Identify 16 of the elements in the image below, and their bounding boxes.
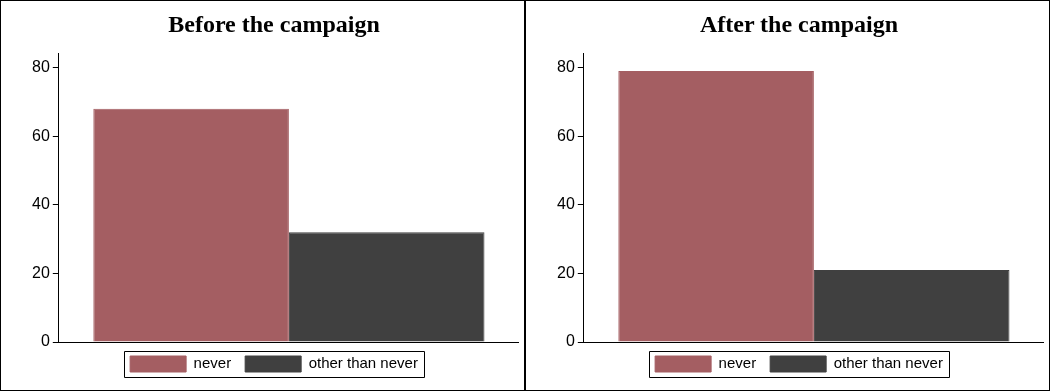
y-tick-label: 60 — [32, 126, 50, 144]
legend-label: never — [718, 354, 757, 372]
y-tick-label: 0 — [565, 332, 575, 350]
legend-label: other than never — [833, 354, 943, 372]
y-tick-label: 40 — [32, 195, 50, 213]
legend-label: never — [193, 354, 232, 372]
y-tick-label: 20 — [32, 263, 50, 281]
legend-label: other than never — [308, 354, 418, 372]
y-tick-label: 40 — [557, 195, 575, 213]
y-tick-label: 80 — [557, 57, 575, 75]
chart-title: After the campaign — [699, 10, 899, 37]
chart-title: Before the campaign — [168, 10, 380, 37]
y-tick-label: 60 — [557, 126, 575, 144]
y-tick-label: 80 — [32, 57, 50, 75]
y-tick-label: 20 — [557, 263, 575, 281]
y-tick-label: 0 — [40, 332, 50, 350]
